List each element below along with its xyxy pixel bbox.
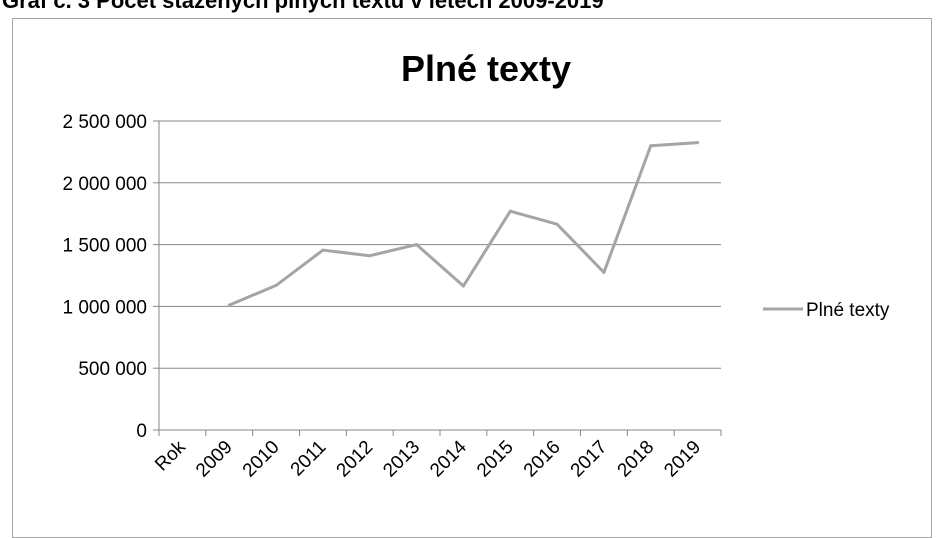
- x-tick-label: 2019: [660, 437, 705, 482]
- y-tick-label: 1 000 000: [62, 297, 147, 318]
- data-point: [508, 209, 512, 213]
- y-tick-label: 2 500 000: [62, 112, 147, 133]
- y-tick-label: 1 500 000: [62, 236, 147, 257]
- data-point: [321, 248, 325, 252]
- series-line: [228, 141, 698, 307]
- data-point: [415, 243, 419, 247]
- data-point: [274, 283, 278, 287]
- x-tick-label: 2009: [192, 437, 237, 482]
- line-chart: Plné texty 0 500 000 1 000 000 1 500 000 2 0…: [62, 48, 890, 481]
- data-point: [461, 284, 465, 288]
- chart-title: Plné texty: [401, 48, 571, 89]
- chart-area: Plné texty 0 500 000 1 000 000 1 500 000 2 0…: [12, 18, 932, 538]
- y-tick-label: 2 000 000: [62, 174, 147, 195]
- legend: Plné texty: [763, 300, 890, 321]
- x-tick-label: 2016: [520, 437, 565, 482]
- data-point: [555, 222, 559, 226]
- x-tick-label: 2014: [426, 436, 471, 481]
- data-point: [602, 270, 606, 274]
- x-tick-label: Rok: [151, 436, 190, 475]
- x-tick-label: 2010: [239, 437, 284, 482]
- data-point: [368, 254, 372, 258]
- y-tick-label: 500 000: [78, 359, 147, 380]
- data-point: [649, 144, 653, 148]
- x-axis-labels: Rok 2009 2010 2011 2012 2013 2014 2015 2016 2017 2…: [151, 436, 705, 481]
- x-tick-label: 2013: [379, 437, 424, 482]
- x-tick-label: 2017: [567, 437, 612, 482]
- gridlines: [159, 120, 721, 369]
- x-tick-label: 2012: [333, 437, 378, 482]
- x-tick-label: 2015: [473, 437, 518, 482]
- x-tick-label: 2018: [614, 437, 659, 482]
- x-tick-label: 2011: [287, 437, 331, 481]
- page-caption: Graf č. 3 Počet stažených plných textů v…: [2, 0, 604, 13]
- axes: [153, 120, 722, 436]
- legend-label: Plné texty: [806, 300, 890, 321]
- y-tick-label: 0: [136, 421, 147, 442]
- series-layer: [227, 141, 700, 307]
- y-axis-labels: 0 500 000 1 000 000 1 500 000 2 000 000 2 500…: [62, 112, 147, 442]
- data-point: [227, 303, 231, 307]
- data-point: [696, 141, 700, 145]
